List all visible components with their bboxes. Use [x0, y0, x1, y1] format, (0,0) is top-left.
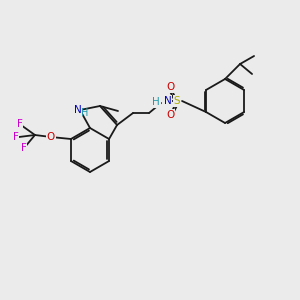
Text: N: N: [164, 96, 172, 106]
Text: F: F: [13, 132, 19, 142]
Text: F: F: [17, 119, 23, 129]
Text: O: O: [166, 82, 174, 92]
Text: S: S: [174, 96, 180, 106]
Text: H: H: [81, 108, 88, 118]
Text: N: N: [74, 105, 82, 115]
Text: O: O: [166, 110, 174, 120]
Text: H: H: [152, 97, 160, 107]
Text: O: O: [47, 132, 55, 142]
Text: F: F: [21, 143, 27, 153]
